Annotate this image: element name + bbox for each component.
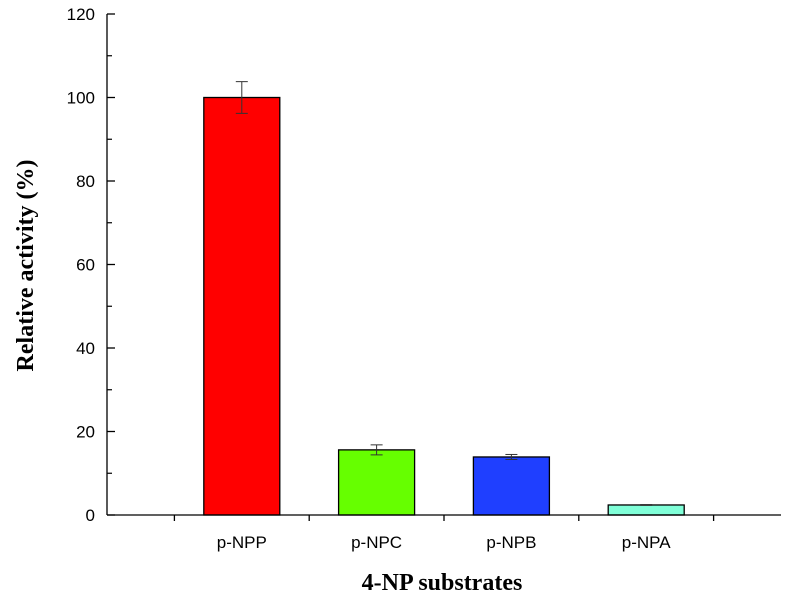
error-bar (370, 444, 383, 456)
bar-p-npc (337, 449, 416, 516)
bar-p-npp (203, 96, 281, 516)
x-tick-label: p-NPA (622, 533, 671, 552)
bars-group (203, 96, 685, 516)
x-axis-title: 4-NP substrates (362, 570, 523, 596)
bar-p-npb (472, 456, 551, 516)
y-tick-label: 100 (67, 89, 95, 108)
bar-p-npa (607, 504, 685, 516)
y-tick-label: 40 (76, 339, 95, 358)
error-bar (235, 81, 248, 114)
x-tick-label: p-NPC (351, 533, 402, 552)
error-bars-group (235, 81, 653, 506)
x-ticks-group: p-NPP p-NPC p-NPB p-NPA (173, 515, 715, 552)
error-bar (505, 453, 518, 460)
y-tick-label: 120 (67, 5, 95, 24)
y-tick-label: 80 (76, 172, 95, 191)
x-tick-label: p-NPP (217, 533, 267, 552)
y-ticks-group: 0 20 40 60 80 100 120 (67, 5, 115, 525)
y-axis-title: Relative activity (%) (13, 160, 39, 372)
x-tick-label: p-NPB (486, 533, 536, 552)
y-tick-label: 60 (76, 256, 95, 275)
y-tick-label: 0 (86, 506, 95, 525)
error-bar (640, 504, 653, 506)
y-tick-label: 20 (76, 423, 95, 442)
